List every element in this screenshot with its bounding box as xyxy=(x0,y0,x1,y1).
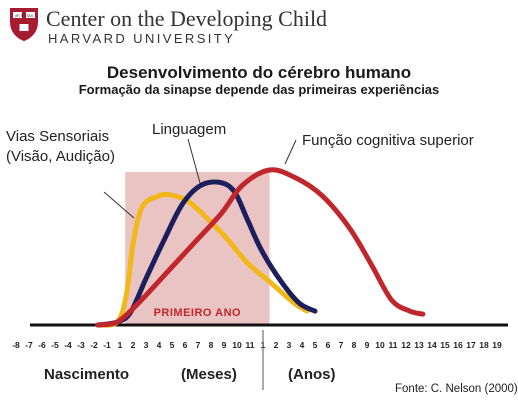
x-tick-label: -1 xyxy=(103,340,111,350)
annotation-visao-audicao: (Visão, Audição) xyxy=(6,148,115,165)
org-name: Center on the Developing Child xyxy=(46,6,328,31)
x-tick-label: 10 xyxy=(375,340,385,350)
x-tick-label: 9 xyxy=(365,340,370,350)
x-tick-label: 5 xyxy=(170,340,175,350)
x-tick-label: 4 xyxy=(300,340,305,350)
org-subtitle: HARVARD UNIVERSITY xyxy=(48,31,236,46)
x-tick-label: 7 xyxy=(339,340,344,350)
shield-motto: VE RI TAS xyxy=(15,13,34,18)
x-tick-label: 16 xyxy=(453,340,463,350)
leader-funcao-cognitiva xyxy=(284,139,297,165)
period-label-meses: (Meses) xyxy=(181,366,237,383)
highlight-region-label: PRIMEIRO ANO xyxy=(154,307,242,319)
x-tick-label: 8 xyxy=(352,340,357,350)
chart-title: Desenvolvimento do cérebro humano xyxy=(106,63,412,82)
x-tick-label: 6 xyxy=(326,340,331,350)
x-tick-label: 6 xyxy=(183,340,188,350)
x-tick-label: -8 xyxy=(12,340,20,350)
series-line-funcao-cognitiva xyxy=(95,167,426,328)
x-tick-label: -7 xyxy=(25,340,33,350)
period-label-nascimento: Nascimento xyxy=(44,366,129,383)
x-tick-label: 15 xyxy=(440,340,450,350)
series-line-vias-sensoriais xyxy=(95,191,310,328)
x-tick-label: 4 xyxy=(157,340,162,350)
x-tick-label: -5 xyxy=(51,340,59,350)
x-tick-label: 10 xyxy=(232,340,242,350)
annotation-vias-sensoriais: Vias Sensoriais xyxy=(6,128,109,145)
x-tick-label: 12 xyxy=(401,340,411,350)
x-tick-label: 18 xyxy=(479,340,489,350)
x-tick-label: 19 xyxy=(492,340,502,350)
x-tick-label: -6 xyxy=(38,340,46,350)
x-tick-label: 3 xyxy=(144,340,149,350)
x-tick-label: -4 xyxy=(64,340,72,350)
x-tick-label: 3 xyxy=(287,340,292,350)
harvard-shield-icon: VE RI TAS xyxy=(10,8,38,41)
annotation-linguagem: Linguagem xyxy=(152,121,226,138)
x-tick-label: 2 xyxy=(274,340,279,350)
highlight-region-layer xyxy=(125,172,270,325)
highlight-region-primeiro-ano xyxy=(125,172,270,325)
x-tick-label: 11 xyxy=(389,340,398,350)
header: VE RI TAS Center on the Developing Child… xyxy=(8,6,508,48)
x-tick-label: -2 xyxy=(90,340,98,350)
x-tick-label: 14 xyxy=(427,340,437,350)
x-tick-label: 9 xyxy=(222,340,227,350)
chart-subtitle: Formação da sinapse depende das primeira… xyxy=(78,82,440,97)
tick-label-layer: -8-7-6-5-4-3-2-1123456789101112345678910… xyxy=(12,340,502,350)
x-tick-label: 8 xyxy=(209,340,214,350)
leader-linguagem xyxy=(187,138,201,184)
source-text: Fonte: C. Nelson (2000) xyxy=(395,383,518,395)
annotation-funcao-cognitiva: Função cognitiva superior xyxy=(302,132,474,149)
x-tick-label: 5 xyxy=(313,340,318,350)
x-tick-label: 2 xyxy=(131,340,136,350)
x-tick-label: 17 xyxy=(466,340,476,350)
x-tick-label: 11 xyxy=(246,340,255,350)
x-tick-label: -3 xyxy=(77,340,85,350)
period-label-anos: (Anos) xyxy=(288,366,336,383)
leader-vias-sensoriais xyxy=(103,191,135,219)
x-tick-label: 13 xyxy=(414,340,424,350)
series-layer xyxy=(95,167,426,328)
x-tick-label: 1 xyxy=(118,340,123,350)
x-tick-label: 7 xyxy=(196,340,201,350)
